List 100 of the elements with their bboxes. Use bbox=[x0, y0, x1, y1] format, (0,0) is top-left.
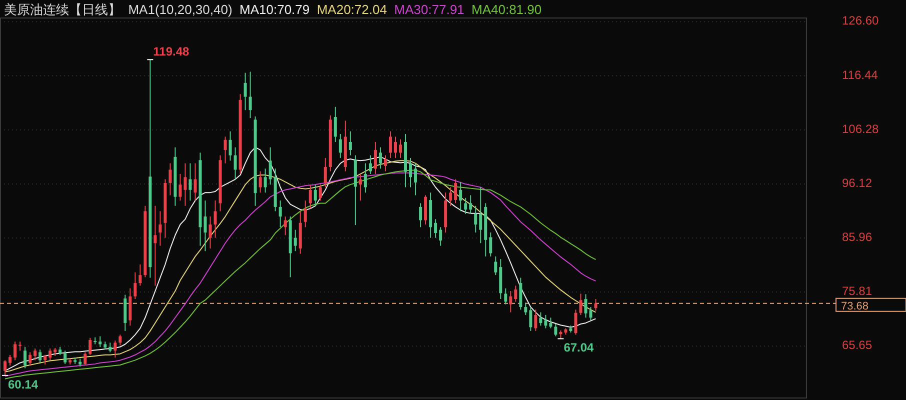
candlestick bbox=[374, 142, 377, 174]
candlestick bbox=[244, 72, 247, 111]
y-tick-label: 96.12 bbox=[842, 176, 872, 190]
candlestick bbox=[264, 168, 267, 194]
candlestick bbox=[378, 146, 382, 170]
annotation: 60.14 bbox=[8, 377, 38, 392]
candlestick bbox=[84, 352, 87, 366]
candlestick bbox=[449, 186, 452, 206]
candlestick bbox=[388, 130, 392, 158]
candlestick bbox=[398, 138, 402, 158]
candlestick bbox=[184, 162, 187, 206]
candlestick bbox=[228, 130, 232, 162]
chart-subtitle: MA1(10,20,30,40) bbox=[121, 2, 232, 17]
candlestick bbox=[544, 314, 548, 329]
candlestick bbox=[318, 184, 322, 202]
candlestick bbox=[549, 317, 552, 329]
candlestick bbox=[178, 173, 182, 202]
candlestick bbox=[154, 205, 157, 286]
candlestick bbox=[168, 162, 172, 196]
candlestick bbox=[454, 178, 458, 204]
candlestick bbox=[489, 232, 492, 257]
candlestick bbox=[224, 136, 227, 164]
candlestick bbox=[368, 154, 372, 174]
candlestick bbox=[24, 346, 27, 369]
candlestick bbox=[194, 162, 197, 202]
candlestick bbox=[208, 216, 212, 249]
candlestick bbox=[334, 106, 337, 143]
candlestick bbox=[304, 200, 307, 228]
candlestick bbox=[98, 336, 102, 348]
candlestick bbox=[258, 170, 262, 194]
candlestick bbox=[414, 162, 418, 196]
candlestick bbox=[494, 256, 498, 276]
candlestick bbox=[459, 181, 462, 212]
candlestick bbox=[268, 146, 272, 186]
candlestick bbox=[44, 354, 47, 365]
candlestick bbox=[594, 298, 598, 312]
candlestick bbox=[234, 146, 237, 180]
candlestick bbox=[204, 200, 207, 252]
candlestick bbox=[188, 162, 192, 202]
candlestick bbox=[88, 337, 92, 356]
candlestick bbox=[48, 348, 52, 361]
text: MA30:77.91 bbox=[386, 2, 464, 17]
candlestick bbox=[308, 184, 312, 210]
annotation: 119.48 bbox=[153, 44, 190, 59]
candlestick bbox=[584, 294, 588, 318]
candlestick bbox=[434, 218, 438, 238]
candlestick bbox=[519, 277, 522, 310]
candlestick bbox=[8, 354, 12, 366]
candlestick bbox=[128, 288, 132, 326]
y-tick-label: 75.81 bbox=[842, 284, 872, 298]
candlestick bbox=[524, 302, 528, 316]
candlestick bbox=[589, 306, 592, 321]
candlestick bbox=[424, 194, 428, 225]
candlestick bbox=[278, 200, 282, 228]
annotation: 67.04 bbox=[564, 340, 594, 355]
candlestick bbox=[158, 210, 162, 246]
candlestick bbox=[464, 197, 468, 214]
text: MA20:72.04 bbox=[310, 2, 387, 17]
ref-line-label: 73.68 bbox=[841, 300, 869, 312]
candlestick bbox=[34, 348, 37, 361]
candlestick bbox=[579, 293, 582, 316]
candlestick bbox=[18, 341, 22, 352]
candlestick bbox=[314, 184, 317, 206]
y-tick-label: 85.96 bbox=[842, 230, 872, 244]
text: MA10:70.79 bbox=[232, 2, 310, 17]
candlestick bbox=[28, 352, 32, 366]
candlestick bbox=[338, 134, 342, 158]
candlestick bbox=[38, 349, 42, 364]
candlestick bbox=[324, 157, 327, 188]
candlestick bbox=[554, 324, 558, 337]
candlestick bbox=[479, 186, 482, 244]
candlestick bbox=[248, 71, 252, 119]
candlestick bbox=[138, 264, 142, 286]
candlestick bbox=[534, 309, 538, 332]
candlestick bbox=[214, 200, 217, 238]
candlestick bbox=[514, 285, 518, 302]
candlestick bbox=[384, 154, 387, 172]
candlestick bbox=[409, 157, 412, 188]
y-tick-label: 106.28 bbox=[842, 122, 880, 136]
candlestick bbox=[529, 306, 532, 332]
candlestick bbox=[394, 136, 397, 158]
candlestick bbox=[474, 205, 478, 233]
candlestick bbox=[364, 162, 367, 194]
candlestick bbox=[509, 290, 512, 313]
y-tick-label: 126.60 bbox=[842, 14, 880, 28]
candlestick bbox=[118, 334, 122, 346]
y-tick-label: 65.65 bbox=[842, 338, 872, 352]
candlestick bbox=[358, 173, 362, 202]
candlestick bbox=[574, 309, 578, 336]
candlestick bbox=[419, 202, 422, 228]
candlestick bbox=[294, 229, 297, 252]
chart-title: 美原油连续【日线】 bbox=[4, 2, 121, 17]
candlestick bbox=[469, 194, 472, 214]
candlestick bbox=[114, 340, 117, 358]
candlestick bbox=[539, 312, 542, 326]
candlestick bbox=[134, 272, 137, 300]
y-tick-label: 116.44 bbox=[842, 68, 878, 82]
candlestick bbox=[14, 341, 17, 361]
candlestick bbox=[439, 226, 442, 246]
candlestick bbox=[64, 350, 67, 364]
